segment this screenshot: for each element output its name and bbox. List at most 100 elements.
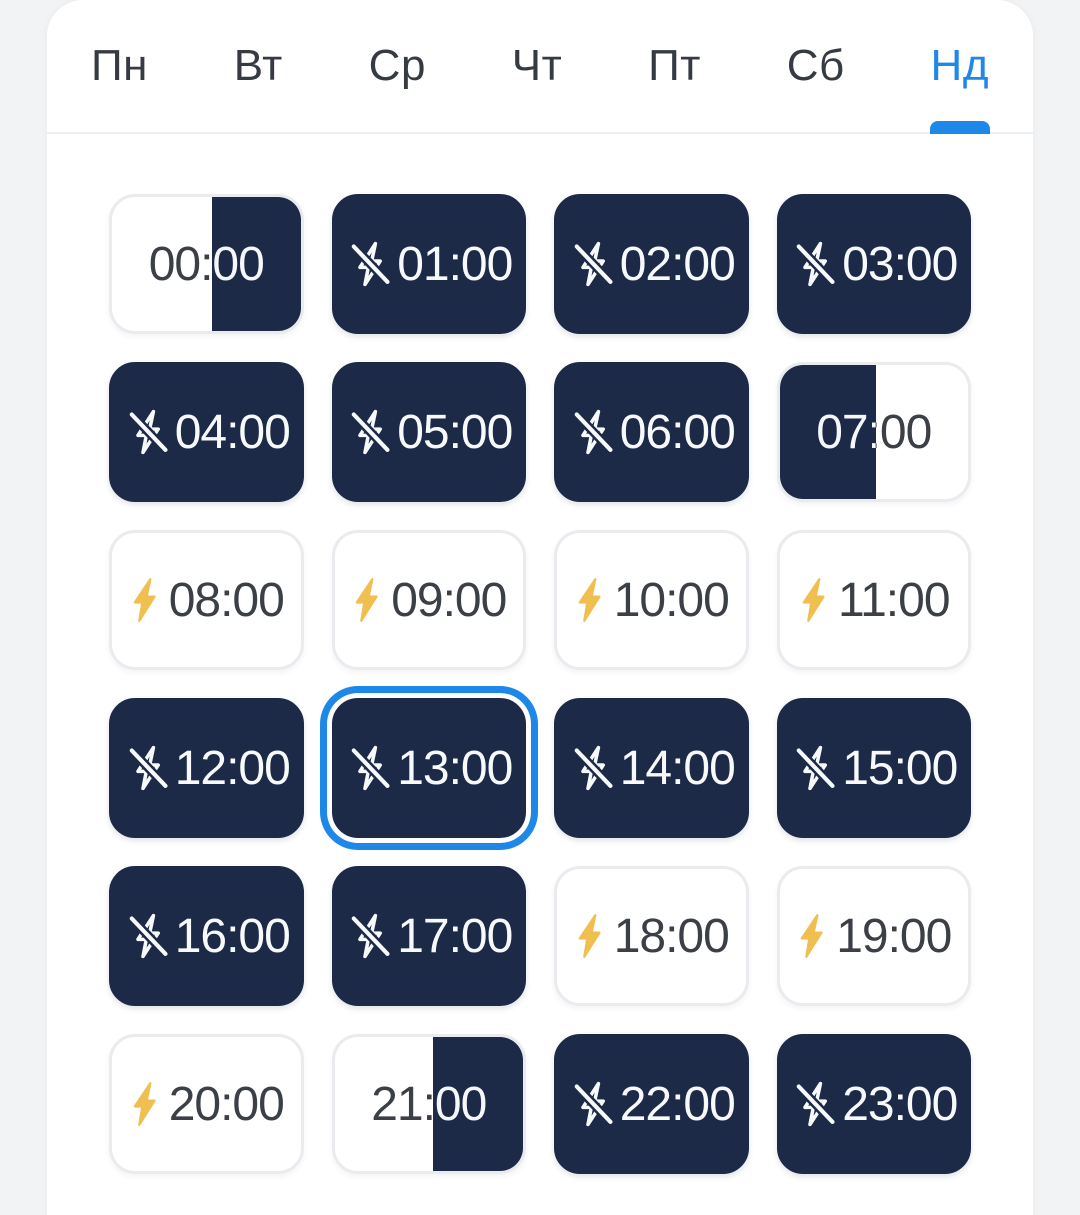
time-slot-00-00[interactable]: 00:00 00:00 xyxy=(109,194,304,334)
flash-on-icon xyxy=(133,1082,156,1126)
time-slot-16-00[interactable]: 16:00 xyxy=(109,866,304,1006)
slot-time-label: 06:00 xyxy=(619,405,736,459)
flash-off-icon xyxy=(795,1081,837,1127)
flash-on-icon xyxy=(355,578,378,622)
time-slot-11-00[interactable]: 11:00 xyxy=(776,530,971,670)
slot-time-label: 20:00 xyxy=(168,1077,285,1131)
half-hour-outage-fill xyxy=(432,1037,524,1171)
half-hour-outage-fill xyxy=(211,197,301,331)
half-hour-outage-fill xyxy=(779,365,876,499)
time-slot-04-00[interactable]: 04:00 xyxy=(109,362,304,502)
slot-content: 22:00 xyxy=(557,1037,746,1171)
slot-content: 09:00 xyxy=(335,533,524,667)
slot-content: 18:00 xyxy=(557,869,746,1003)
slot-time-label: 19:00 xyxy=(836,909,952,963)
slot-content: 23:00 xyxy=(780,1037,969,1171)
slot-time-label: 11:00 xyxy=(837,573,951,627)
day-tab-label: Пт xyxy=(648,41,701,90)
flash-on-icon xyxy=(800,914,823,958)
time-slot-12-00[interactable]: 12:00 xyxy=(109,698,304,838)
slot-content: 10:00 xyxy=(557,533,746,667)
slot-time-label: 14:00 xyxy=(619,741,736,795)
day-tab-label: Чт xyxy=(511,41,563,90)
time-slot-09-00[interactable]: 09:00 xyxy=(331,530,526,670)
time-slot-02-00[interactable]: 02:00 xyxy=(554,194,749,334)
time-slot-23-00[interactable]: 23:00 xyxy=(776,1034,971,1174)
slot-content: 02:00 xyxy=(557,197,746,331)
time-slot-06-00[interactable]: 06:00 xyxy=(554,362,749,502)
active-tab-indicator xyxy=(929,121,990,134)
flash-on-icon xyxy=(578,914,601,958)
slot-time-label: 01:00 xyxy=(397,237,513,291)
day-tab-tue[interactable]: Вт xyxy=(234,0,283,132)
flash-off-icon xyxy=(128,913,169,959)
day-tab-wed[interactable]: Ср xyxy=(369,0,426,132)
time-slot-13-00[interactable]: 13:00 xyxy=(331,698,526,838)
flash-off-icon xyxy=(795,745,837,791)
flash-off-icon xyxy=(573,241,614,287)
slot-content: 04:00 xyxy=(112,365,301,499)
day-tab-mon[interactable]: Пн xyxy=(91,0,148,132)
time-slot-14-00[interactable]: 14:00 xyxy=(554,698,749,838)
slot-time-label: 05:00 xyxy=(397,405,513,459)
time-slot-19-00[interactable]: 19:00 xyxy=(776,866,971,1006)
slot-time-label: 02:00 xyxy=(619,237,736,291)
day-tab-sat[interactable]: Сб xyxy=(787,0,845,132)
slot-time-label: 23:00 xyxy=(842,1077,958,1131)
slot-content: 14:00 xyxy=(557,701,746,835)
day-tab-label: Вт xyxy=(233,41,283,90)
slot-content: 13:00 xyxy=(335,701,524,835)
day-tab-label: Пн xyxy=(91,41,148,90)
slot-content: 16:00 xyxy=(112,869,301,1003)
flash-off-icon xyxy=(573,409,614,455)
slot-time-label: 07:00 xyxy=(876,365,968,499)
slot-content: 19:00 xyxy=(780,869,969,1003)
schedule-card: Пн Вт Ср Чт Пт Сб Нд 00:00 00:00 01:00 02:00 03:00… xyxy=(47,0,1033,1215)
time-slot-17-00[interactable]: 17:00 xyxy=(331,866,526,1006)
weekday-tabs: Пн Вт Ср Чт Пт Сб Нд xyxy=(47,0,1033,134)
slot-time-label: 15:00 xyxy=(842,741,958,795)
day-tab-thu[interactable]: Чт xyxy=(512,0,562,132)
slot-time-label: 04:00 xyxy=(174,405,291,459)
time-slot-18-00[interactable]: 18:00 xyxy=(554,866,749,1006)
time-slot-20-00[interactable]: 20:00 xyxy=(109,1034,304,1174)
slot-time-label: 07:00 xyxy=(816,405,932,459)
slot-content: 03:00 xyxy=(780,197,969,331)
slot-content: 12:00 xyxy=(112,701,301,835)
slot-time-label: 18:00 xyxy=(613,909,730,963)
flash-off-icon xyxy=(350,409,392,455)
slot-time-label: 00:00 xyxy=(148,237,265,291)
time-slot-03-00[interactable]: 03:00 xyxy=(776,194,971,334)
time-slot-22-00[interactable]: 22:00 xyxy=(554,1034,749,1174)
slot-content: 15:00 xyxy=(780,701,969,835)
flash-off-icon xyxy=(795,241,837,287)
time-slot-08-00[interactable]: 08:00 xyxy=(109,530,304,670)
slot-time-label: 16:00 xyxy=(174,909,291,963)
flash-off-icon xyxy=(128,745,169,791)
day-tab-label: Нд xyxy=(930,41,989,90)
time-slot-05-00[interactable]: 05:00 xyxy=(331,362,526,502)
slot-time-label: 03:00 xyxy=(842,237,958,291)
time-slot-15-00[interactable]: 15:00 xyxy=(776,698,971,838)
flash-off-icon xyxy=(128,409,169,455)
time-slot-01-00[interactable]: 01:00 xyxy=(331,194,526,334)
slot-time-label: 17:00 xyxy=(397,909,513,963)
slot-time-label: 21:00 xyxy=(371,1077,487,1131)
slot-time-label: 08:00 xyxy=(168,573,285,627)
flash-off-icon xyxy=(573,1081,614,1127)
slot-content: 06:00 xyxy=(557,365,746,499)
slot-time-label: 00:00 xyxy=(148,237,264,291)
slot-content: 05:00 xyxy=(335,365,524,499)
slot-content: 08:00 xyxy=(112,533,301,667)
day-tab-sun[interactable]: Нд xyxy=(929,0,990,134)
day-tab-fri[interactable]: Пт xyxy=(648,0,701,132)
flash-off-icon xyxy=(350,745,392,791)
slot-content: 20:00 xyxy=(112,1037,301,1171)
time-slot-21-00[interactable]: 21:00 21:00 xyxy=(331,1034,526,1174)
time-slot-10-00[interactable]: 10:00 xyxy=(554,530,749,670)
slot-time-label: 10:00 xyxy=(613,573,730,627)
flash-on-icon xyxy=(133,578,156,622)
slot-content: 01:00 xyxy=(335,197,524,331)
